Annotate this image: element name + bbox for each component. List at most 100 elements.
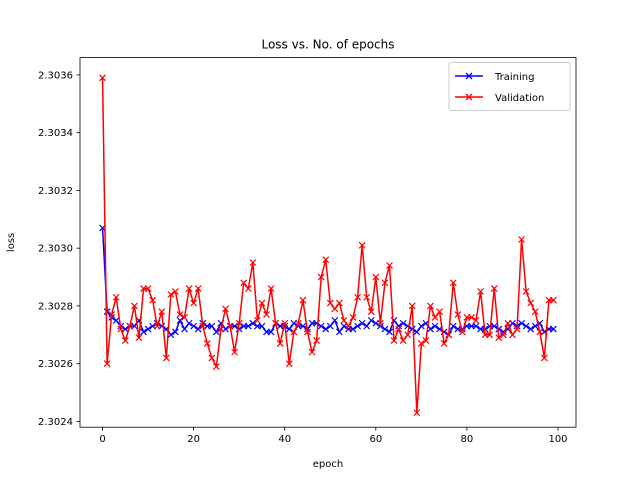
data-point-training — [472, 322, 480, 330]
data-point-validation — [235, 319, 243, 327]
data-point-validation — [372, 273, 380, 281]
data-point-validation — [404, 331, 412, 339]
data-point-training — [495, 325, 503, 333]
data-point-validation — [527, 299, 535, 307]
data-point-validation — [299, 296, 307, 304]
data-point-validation — [490, 285, 498, 293]
data-point-training — [518, 319, 525, 327]
data-point-validation — [167, 290, 175, 298]
data-point-validation — [272, 319, 280, 327]
data-point-validation — [422, 337, 430, 344]
x-axis-ticks: 0 20 40 60 80 100 — [99, 427, 568, 445]
data-point-validation — [108, 311, 116, 319]
data-point-training — [176, 316, 184, 324]
data-point-training — [244, 322, 252, 330]
x-tick-label: 20 — [187, 434, 200, 445]
data-point-validation — [313, 337, 321, 344]
y-tick-label: 2.3032 — [38, 186, 73, 197]
data-point-validation — [317, 273, 325, 281]
data-point-validation — [358, 241, 366, 249]
data-point-training — [349, 325, 357, 333]
data-point-training — [363, 322, 371, 330]
data-point-training — [550, 325, 557, 333]
data-point-validation — [408, 302, 416, 310]
data-point-validation — [449, 279, 457, 287]
data-point-validation — [99, 74, 106, 82]
plot-series — [99, 74, 557, 417]
data-point-training — [522, 322, 530, 330]
data-point-training — [386, 328, 393, 336]
data-point-validation — [427, 302, 434, 310]
data-point-validation — [194, 285, 202, 293]
data-point-validation — [495, 334, 503, 342]
data-point-validation — [386, 262, 393, 269]
data-point-validation — [121, 337, 129, 344]
legend: Training Validation — [448, 62, 571, 111]
data-point-training — [413, 328, 421, 336]
x-tick-label: 100 — [548, 434, 567, 445]
data-point-validation — [440, 340, 448, 347]
data-point-training — [299, 322, 307, 330]
data-point-validation — [203, 340, 211, 347]
data-point-validation — [117, 325, 125, 333]
data-point-validation — [536, 328, 544, 336]
data-point-validation — [513, 325, 521, 333]
data-point-training — [395, 322, 403, 330]
data-point-validation — [308, 348, 316, 356]
data-point-validation — [190, 299, 198, 307]
data-point-training — [527, 325, 535, 333]
data-point-validation — [363, 293, 371, 301]
data-point-training — [531, 322, 539, 330]
data-point-validation — [222, 305, 229, 313]
data-point-training — [326, 322, 334, 330]
data-point-validation — [208, 354, 216, 362]
data-point-training — [427, 325, 434, 333]
y-tick-label: 2.3028 — [38, 301, 73, 312]
data-point-validation — [217, 325, 225, 333]
data-point-validation — [126, 322, 134, 330]
x-tick-label: 40 — [278, 434, 291, 445]
data-point-training — [408, 325, 416, 333]
data-point-validation — [335, 299, 343, 307]
data-point-training — [144, 325, 152, 333]
data-point-validation — [345, 322, 352, 330]
data-point-validation — [267, 285, 275, 293]
data-point-validation — [413, 409, 421, 417]
data-point-validation — [504, 319, 512, 327]
data-point-training — [317, 322, 325, 330]
x-tick-label: 0 — [99, 434, 105, 445]
legend-marker-training — [465, 72, 473, 80]
y-tick-label: 2.3026 — [38, 359, 73, 370]
data-point-training — [167, 331, 175, 339]
data-point-validation — [486, 331, 494, 339]
legend-marker-validation — [465, 93, 473, 101]
data-point-validation — [550, 296, 557, 304]
y-tick-label: 2.3034 — [38, 128, 73, 139]
data-point-validation — [212, 363, 220, 370]
data-point-training — [376, 322, 384, 330]
data-point-validation — [468, 314, 475, 321]
y-axis-label: loss — [6, 233, 17, 252]
data-point-training — [140, 328, 147, 336]
data-point-validation — [326, 299, 334, 307]
data-point-validation — [162, 354, 170, 362]
data-point-validation — [531, 308, 539, 316]
x-tick-label: 80 — [461, 434, 474, 445]
data-point-validation — [135, 334, 143, 342]
data-point-validation — [249, 259, 257, 267]
data-point-validation — [290, 328, 298, 336]
data-point-validation — [244, 285, 252, 293]
data-point-validation — [181, 314, 188, 321]
legend-label-training: Training — [494, 72, 534, 83]
data-point-training — [417, 322, 425, 330]
data-point-validation — [399, 337, 407, 344]
chart-title: Loss vs. No. of epochs — [261, 38, 394, 52]
legend-label-validation: Validation — [495, 93, 544, 104]
data-point-training — [381, 325, 389, 333]
data-point-validation — [112, 293, 120, 301]
data-point-validation — [349, 314, 357, 321]
data-point-training — [367, 316, 375, 324]
data-point-validation — [240, 279, 248, 287]
data-point-validation — [153, 322, 161, 330]
data-point-validation — [253, 316, 261, 324]
